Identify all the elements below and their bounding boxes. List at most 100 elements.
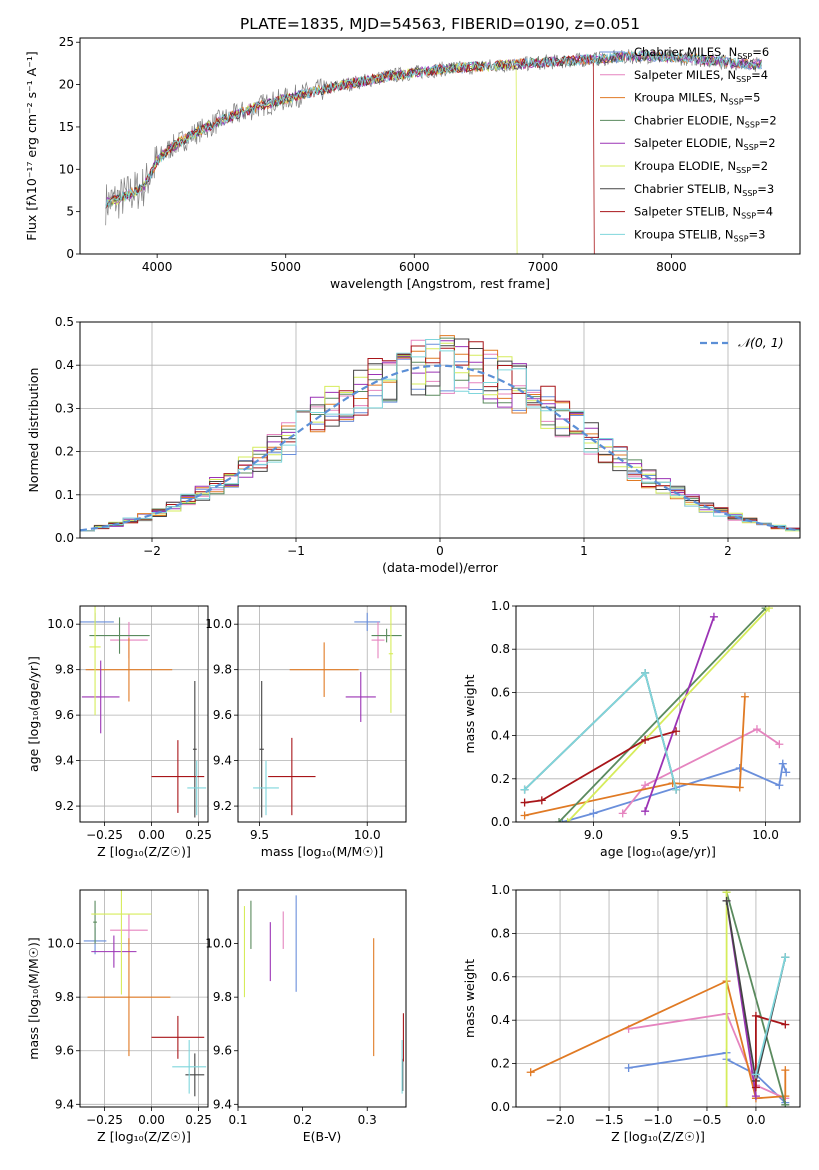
x-tick-label: 0	[436, 544, 444, 558]
plot-area	[520, 606, 791, 822]
error-bar-point	[388, 606, 394, 713]
mass-weight-marker	[782, 768, 791, 777]
mass-weight-marker	[781, 1020, 790, 1029]
mass-weight-series	[725, 891, 787, 1106]
y-tick-label: 0.2	[491, 1057, 510, 1071]
figure-title: PLATE=1835, MJD=54563, FIBERID=0190, z=0…	[240, 15, 640, 33]
y-tick-label: 9.4	[213, 754, 232, 768]
x-tick-label: 2	[724, 544, 732, 558]
legend-entry: Kroupa ELODIE, NSSP=2	[634, 159, 768, 175]
x-tick-label: 0.0	[746, 1113, 765, 1127]
y-axis-label: age [log₁₀(age/yr)]	[26, 656, 41, 772]
y-tick-label: 9.8	[213, 663, 232, 677]
x-axis-label: E(B-V)	[303, 1129, 342, 1144]
mass-weight-marker	[722, 896, 731, 905]
plot-area	[526, 890, 790, 1107]
mass-weight-marker	[781, 1100, 790, 1107]
y-tick-label: 9.6	[213, 708, 232, 722]
x-tick-label: 5000	[270, 260, 301, 274]
axes-frame	[79, 889, 209, 1108]
mass-weight-marker	[752, 725, 761, 734]
panel-mass-weight-vs-age: 9.0 9.5 10.0 0.0 0.2 0.4 0.6 0.8 1.0 age [log₁₀(a…	[462, 599, 801, 859]
error-bar-point	[345, 671, 376, 722]
x-tick-label: 7000	[528, 260, 559, 274]
panel-age-vs-Z: −0.25 0.00 0.25 9.2 9.4 9.6 9.8 10.0 Z [log₁₀(Z/…	[26, 605, 212, 859]
mass-weight-marker	[672, 785, 681, 794]
x-tick-label: −1.5	[594, 1113, 623, 1127]
x-tick-label: 0.25	[185, 1113, 212, 1127]
mass-weight-marker	[672, 727, 681, 736]
x-tick-label: 0.00	[138, 828, 165, 842]
y-tick-label: 0.8	[491, 926, 510, 940]
y-axis-label: mass [log₁₀(M/M☉)]	[26, 937, 41, 1059]
plot-area	[253, 606, 402, 818]
x-axis-label: mass [log₁₀(M/M☉)]	[261, 844, 383, 859]
legend-entry: Chabrier STELIB, NSSP=3	[634, 182, 774, 198]
y-tick-label: 9.6	[55, 708, 74, 722]
mass-weight-marker	[751, 1011, 760, 1020]
panel-mass-weight-vs-Z: −2.0 −1.5 −1.0 −0.5 0.0 0.0 0.2 0.4 0.6 0.8 1.0 Z […	[462, 883, 801, 1144]
x-axis-label: wavelength [Angstrom, rest frame]	[330, 276, 550, 291]
y-axis-label: mass weight	[462, 674, 477, 753]
y-tick-label: 0.8	[491, 642, 510, 656]
plot-area	[80, 335, 800, 532]
mass-weight-marker	[555, 818, 564, 822]
error-bar-point	[93, 900, 97, 944]
error-bar-point	[85, 637, 173, 702]
x-tick-label: 1	[580, 544, 588, 558]
mass-weight-marker	[722, 1103, 731, 1107]
legend-entry: Kroupa STELIB, NSSP=3	[634, 227, 765, 243]
mass-weight-marker	[520, 811, 529, 820]
x-tick-label: −2	[143, 544, 161, 558]
mass-weight-marker	[751, 1092, 760, 1101]
x-axis-label: age [log₁₀(age/yr)]	[600, 844, 716, 859]
x-tick-label: 6000	[399, 260, 430, 274]
x-axis-label: Z [log₁₀(Z/Z☉)]	[97, 844, 191, 859]
x-axis-label: Z [log₁₀(Z/Z☉)]	[97, 1129, 191, 1144]
plot-area	[105, 49, 762, 254]
axes-frame	[79, 605, 209, 823]
y-tick-label: 1.0	[491, 599, 510, 613]
legend-entry: Chabrier MILES, NSSP=6	[634, 45, 769, 61]
x-tick-label: −1	[287, 544, 305, 558]
y-tick-label: 9.8	[213, 990, 232, 1004]
panel-age-vs-mass: 9.5 10.0 9.2 9.4 9.6 9.8 10.0 mass [log₁₀(M/M☉)…	[205, 605, 407, 859]
mass-weight-marker	[740, 692, 749, 701]
error-bar-point	[89, 617, 150, 654]
plot-area	[83, 890, 207, 1097]
mass-weight-series	[524, 696, 746, 817]
axes-frame	[79, 321, 801, 539]
y-tick-label: 0	[66, 247, 74, 261]
y-tick-label: 0.0	[55, 531, 74, 545]
legend-entry: Kroupa MILES, NSSP=5	[634, 91, 760, 107]
mass-weight-marker	[735, 764, 744, 772]
y-tick-label: 0.4	[491, 729, 510, 743]
spectrum-legend: Chabrier MILES, NSSP=6 Salpeter MILES, NS…	[600, 45, 777, 243]
y-tick-label: 9.6	[213, 1044, 232, 1058]
error-bar-point	[91, 935, 137, 968]
plot-area	[243, 895, 404, 1094]
error-bar-point	[91, 890, 152, 995]
y-tick-label: 10.0	[205, 937, 232, 951]
axes-frame	[79, 37, 801, 255]
error-bar-point	[192, 681, 197, 818]
mass-weight-marker	[778, 759, 787, 768]
error-bar-point	[151, 740, 205, 813]
x-tick-label: −0.5	[692, 1113, 721, 1127]
mass-weight-marker	[709, 612, 718, 621]
mass-weight-marker	[589, 809, 598, 818]
y-tick-label: 10.0	[205, 617, 232, 631]
y-tick-label: 0.4	[491, 1013, 510, 1027]
x-tick-label: 0.25	[185, 828, 212, 842]
error-bar-point	[371, 621, 385, 659]
y-tick-label: 9.8	[55, 990, 74, 1004]
error-bar-point	[354, 612, 381, 632]
legend-entry: 𝒩(0, 1)	[738, 335, 784, 350]
mass-weight-series	[558, 607, 767, 822]
x-tick-label: 9.0	[584, 828, 603, 842]
y-tick-label: 1.0	[491, 883, 510, 897]
mass-weight-marker	[520, 785, 529, 794]
mass-weight-series	[628, 1012, 786, 1100]
mass-weight-marker	[775, 781, 784, 790]
x-tick-label: −0.25	[86, 828, 123, 842]
